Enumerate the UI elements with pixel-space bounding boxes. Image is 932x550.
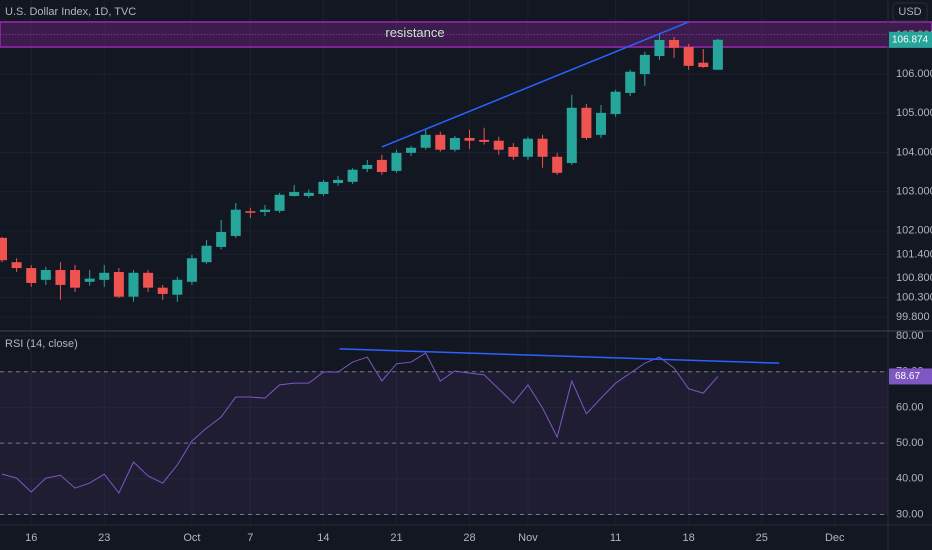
candle-body [625, 71, 636, 93]
candle-body [274, 194, 285, 211]
candle-body [435, 134, 446, 150]
trendline [381, 21, 689, 148]
candle-body [347, 169, 358, 182]
candle-body [683, 47, 694, 66]
candle-body [245, 211, 256, 213]
candle-body [362, 165, 373, 169]
candle-body [26, 268, 37, 283]
rsi-tag-label: 68.67 [895, 371, 920, 382]
candle-body [84, 278, 95, 282]
candle-body [143, 272, 154, 288]
candle-body [172, 279, 183, 295]
candle-body [493, 140, 504, 150]
indicator-title: RSI (14, close) [5, 338, 78, 350]
y-tick-label: 40.00 [896, 473, 924, 485]
y-tick-label: 104.000 [896, 146, 932, 158]
candle-body [0, 237, 7, 261]
candle-body [464, 137, 475, 141]
candle-body [508, 146, 519, 157]
x-tick-label: 18 [683, 532, 695, 544]
candle-body [99, 272, 110, 280]
candle-body [596, 112, 607, 135]
y-tick-label: 102.000 [896, 225, 932, 237]
candle-body [639, 54, 650, 75]
axes: 16 23 Oct 7 14 21 28 Nov 11 18 25 Dec 99.800 100.300 1… [25, 29, 932, 544]
y-tick-label: 50.00 [896, 437, 924, 449]
candle-body [449, 137, 460, 150]
zone-label: resistance [385, 25, 444, 40]
x-tick-label: Nov [518, 532, 538, 544]
candle-body [201, 245, 212, 263]
candle-body [420, 134, 431, 148]
trendline [339, 348, 780, 364]
y-tick-label: 30.00 [896, 508, 924, 520]
y-tick-label: 105.000 [896, 107, 932, 119]
x-tick-label: 25 [756, 532, 768, 544]
candle-body [157, 287, 168, 294]
candle-body [230, 209, 241, 236]
candle-body [303, 192, 314, 196]
currency[interactable]: USD [898, 6, 921, 18]
candle-body [406, 147, 417, 153]
rsi-tag [889, 368, 932, 385]
grid [0, 0, 888, 525]
candle-body [698, 62, 709, 68]
y-tick-label: 103.000 [896, 186, 932, 198]
candle-body [55, 270, 66, 285]
y-tick-label: 60.00 [896, 401, 924, 413]
candle-body [669, 39, 680, 48]
candle-body [259, 209, 270, 213]
chart-title: U.S. Dollar Index, 1D, TVC [5, 6, 136, 18]
rsi-line [1, 352, 719, 495]
y-tick-label: 80.00 [896, 330, 924, 342]
x-tick-label: Dec [825, 532, 845, 544]
x-tick-label: 23 [98, 532, 110, 544]
candle-body [479, 139, 490, 142]
candle-body [333, 179, 344, 184]
candle-body [610, 91, 621, 115]
candle-body [712, 39, 723, 70]
price-tag [889, 31, 932, 48]
plot: resistance [0, 21, 932, 495]
x-tick-label: Oct [183, 532, 200, 544]
price-tag-label: 106.874 [892, 34, 929, 45]
y-tick-label: 100.800 [896, 272, 932, 284]
y-tick-label: 101.400 [896, 248, 932, 260]
candle-body [537, 138, 548, 157]
currency-button[interactable] [892, 2, 928, 22]
candle-body [522, 138, 533, 157]
candle-body [11, 262, 22, 269]
y-tick-label: 100.300 [896, 291, 932, 303]
x-tick-label: 14 [317, 532, 329, 544]
candle-body [289, 192, 300, 196]
x-tick-label: 28 [463, 532, 475, 544]
candle-body [566, 107, 577, 164]
x-tick-label: 21 [390, 532, 402, 544]
y-tick-label: 106.000 [896, 68, 932, 80]
candle-body [552, 156, 563, 173]
candle-body [70, 270, 81, 288]
y-tick-label: 99.800 [896, 311, 930, 323]
candle-body [40, 270, 51, 280]
x-tick-label: 7 [247, 532, 253, 544]
x-tick-label: 16 [25, 532, 37, 544]
candle-body [654, 39, 665, 57]
candle-body [318, 181, 329, 195]
candle-body [113, 271, 124, 297]
candle-body [391, 152, 402, 171]
candle-body [216, 232, 227, 247]
x-tick-label: 11 [610, 532, 621, 544]
candle-body [376, 159, 387, 173]
candle-body [128, 272, 139, 297]
candle-body [186, 258, 197, 282]
candle-body [581, 107, 592, 138]
